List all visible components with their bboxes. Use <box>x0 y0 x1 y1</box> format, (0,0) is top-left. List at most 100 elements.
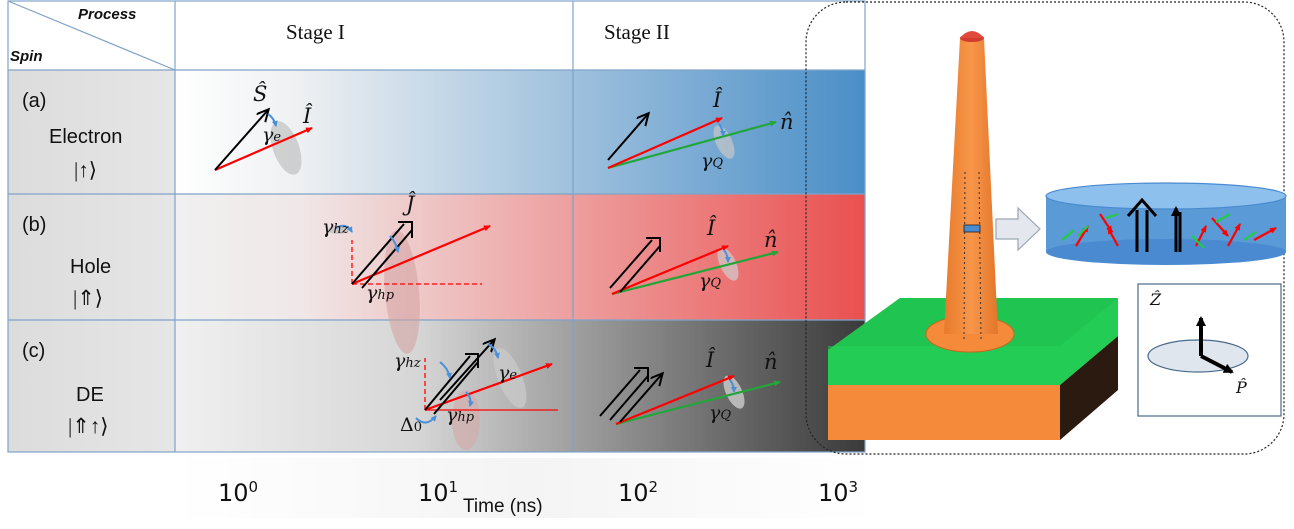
pillar-tip-cap <box>960 31 984 38</box>
nuclear-spin-arrow <box>424 362 553 412</box>
label-delta0: Δ0 <box>400 414 423 436</box>
electron-spin-arrow <box>619 374 662 423</box>
quantum-dot-guide <box>978 171 982 341</box>
quantization-axis-arrow <box>615 380 781 426</box>
disk-bottom <box>1046 239 1286 265</box>
hole-spin-arrow <box>433 361 479 415</box>
quantization-axis-arrow <box>607 120 777 170</box>
row-a-state: |↑⟩ <box>74 158 97 182</box>
header-process: Process <box>78 6 137 23</box>
label-gamma-hp: γhp <box>366 282 395 304</box>
nuclear-spin-arrow <box>607 116 723 170</box>
row-b-state: |⇑⟩ <box>73 286 103 310</box>
nuclear-spin-partner <box>1191 235 1205 249</box>
coordinate-inset <box>1137 283 1282 417</box>
row-c-stage2-vectors <box>599 367 781 426</box>
inset-ellipse <box>1147 339 1249 373</box>
precession-arrow <box>267 113 278 127</box>
nuclear-spin <box>1253 227 1277 241</box>
nuclear-spin-partner <box>1243 231 1257 241</box>
precession-arrow <box>487 343 500 359</box>
arrowhead <box>465 353 479 368</box>
quantum-dot-guide <box>963 171 966 341</box>
nuclear-spin-partner <box>1077 225 1089 237</box>
quantum-dot <box>963 224 981 233</box>
label-p-hat: P̂ <box>1236 378 1247 397</box>
nuclear-spin <box>1211 217 1229 237</box>
hole-spin-arrow <box>609 375 649 421</box>
label-i-hat-stage2: Î <box>713 88 722 112</box>
quantization-axis-arrow <box>611 250 779 296</box>
row-b-letter: (b) <box>22 214 47 236</box>
electron-spin-arrow <box>607 114 648 161</box>
hole-spin-arrow <box>609 239 653 289</box>
substrate-dark-side <box>1060 336 1118 440</box>
nanowire-pillar <box>944 38 998 334</box>
nuclear-spin-partner <box>1215 213 1231 223</box>
hole-spin-arrow <box>351 223 405 285</box>
row-a-letter: (a) <box>22 90 47 112</box>
precession-arrow <box>335 224 353 233</box>
label-gamma-hp-c: γhp <box>446 404 475 426</box>
label-z-hat: Ẑ <box>1150 290 1162 309</box>
time-axis-title: Time (ns) <box>463 496 543 517</box>
precession-arrow <box>439 361 452 379</box>
label-gamma-e: γe <box>262 124 282 146</box>
row-b-stage1-vectors <box>328 221 491 354</box>
precession-cone <box>328 226 348 234</box>
nuclear-spin <box>1227 223 1241 247</box>
stage2-label: Stage II <box>604 20 670 44</box>
quantum-dot-disk <box>1045 182 1287 265</box>
tick-10-2: 102 <box>618 478 659 507</box>
row-a-stage2-vectors <box>607 114 777 170</box>
label-j-hat: Ĵ <box>406 192 415 216</box>
label-i-hat-b: Î <box>707 216 716 240</box>
label-gamma-q-c: γQ <box>709 402 732 424</box>
stage1-label: Stage I <box>286 20 345 44</box>
table-grid <box>7 0 866 453</box>
label-gamma-e-c: γe <box>498 362 518 384</box>
hole-spin-arrow <box>599 369 641 417</box>
row-c-state: |⇑↑⟩ <box>68 414 109 438</box>
row-c-stage1-vectors <box>415 340 558 450</box>
label-i-hat: Î <box>303 104 312 128</box>
row-b-name: Hole <box>70 256 112 278</box>
p-axis-arrow <box>1200 354 1234 374</box>
time-axis-band <box>175 458 875 518</box>
precession-cone <box>384 230 420 354</box>
hole-spin-arrow <box>424 355 471 411</box>
row-a-name: Electron <box>49 126 123 148</box>
nuclear-spin-arrow <box>214 126 313 172</box>
label-n-hat-b: n̂ <box>764 228 778 252</box>
label-n-hat: n̂ <box>780 110 794 134</box>
precession-arrow <box>465 391 475 407</box>
tick-10-0: 100 <box>218 478 259 507</box>
precession-cone <box>493 347 527 409</box>
precession-arrow <box>718 123 726 137</box>
precession-cone <box>713 125 735 159</box>
tick-10-3: 103 <box>818 478 859 507</box>
precession-cone <box>270 121 302 175</box>
label-s-hat: Ŝ <box>253 82 268 106</box>
nuclear-spin-arrow <box>615 374 735 426</box>
label-gamma-hz: γhz <box>322 216 349 238</box>
electron-spin-arrow <box>214 110 268 171</box>
hole-spin-arrow <box>361 229 413 289</box>
nuclear-spin-partner <box>1061 229 1075 241</box>
precession-arrow <box>729 379 737 393</box>
hole-spin-arrow <box>619 245 661 293</box>
arrowhead <box>634 367 649 382</box>
zoom-arrow <box>995 206 1041 252</box>
row-a-stage1-vectors <box>214 110 313 175</box>
row-b-stage2-vectors <box>609 237 779 296</box>
electron-spin-arrow <box>439 340 494 401</box>
label-i-hat-c: Î <box>706 348 715 372</box>
precession-arrow <box>723 249 731 263</box>
nuclear-spin-arrow <box>611 244 729 296</box>
row-b-band <box>175 194 865 320</box>
label-gamma-hz-c: γhz <box>394 350 421 372</box>
header-spin: Spin <box>10 48 43 65</box>
label-gamma-q-b: γQ <box>699 270 722 292</box>
